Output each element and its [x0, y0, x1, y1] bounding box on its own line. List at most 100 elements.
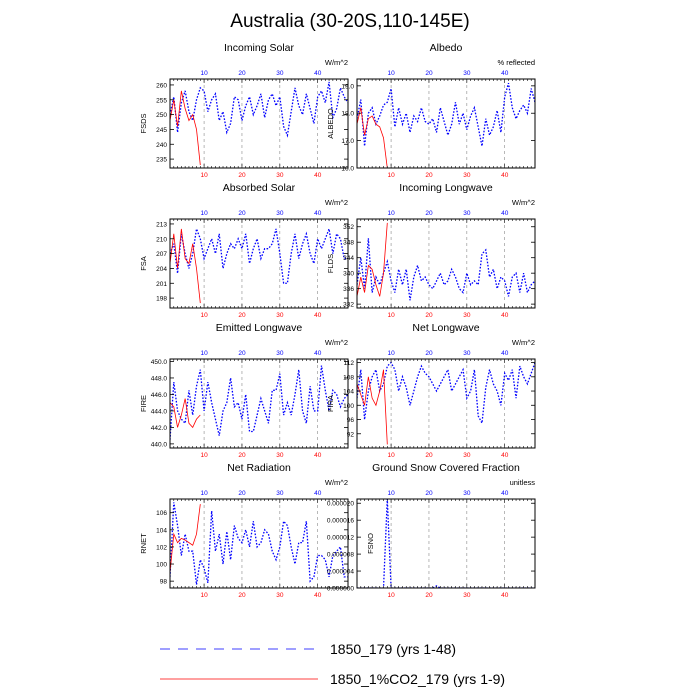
x-tick-label-bottom: 10 — [387, 172, 395, 179]
y-tick-label: 245 — [156, 127, 167, 134]
units-label: % reflected — [497, 58, 535, 67]
x-tick-label-bottom: 30 — [463, 452, 471, 459]
y-tick-label: 442.0 — [151, 425, 168, 432]
y-tick-label: 102 — [156, 544, 167, 551]
y-tick-label: 348 — [343, 240, 354, 247]
x-tick-label-bottom: 30 — [276, 312, 284, 319]
x-tick-label-top: 20 — [238, 350, 246, 357]
x-tick-label-bottom: 40 — [314, 452, 322, 459]
panel-rnet: Net Radiation W/m^2 98 100 102 104 106 10 10 20 20… — [139, 462, 349, 599]
x-tick-label-bottom: 10 — [200, 172, 208, 179]
y-tick-label: 336 — [343, 286, 354, 293]
x-tick-label-top: 40 — [501, 350, 509, 357]
units-label: W/m^2 — [325, 58, 348, 67]
units-label: W/m^2 — [512, 338, 535, 347]
x-tick-label-top: 30 — [276, 490, 284, 497]
x-tick-label-top: 30 — [463, 350, 471, 357]
y-tick-label: 100 — [343, 403, 354, 410]
y-axis-label: FLDS — [326, 254, 335, 273]
y-tick-label: 210 — [156, 236, 167, 243]
y-axis-label: ALBEDO — [326, 108, 335, 139]
series-co2-line — [357, 107, 388, 168]
x-tick-label-top: 10 — [200, 210, 208, 217]
series-co2-line — [170, 228, 201, 304]
series-control-line — [170, 502, 348, 585]
series-co2-line — [170, 90, 201, 166]
panel-title: Incoming Longwave — [399, 182, 493, 194]
x-tick-label-bottom: 10 — [200, 452, 208, 459]
series-control-line — [357, 499, 535, 588]
panel-title: Incoming Solar — [224, 42, 295, 54]
series-control-line — [170, 226, 348, 284]
y-tick-label: 235 — [156, 157, 167, 164]
y-axis-label: FSA — [139, 256, 148, 271]
panel-fsds: Incoming Solar W/m^2 235 240 245 250 255 260 10 1… — [139, 42, 349, 179]
y-tick-label: 240 — [156, 142, 167, 149]
x-tick-label-bottom: 10 — [200, 592, 208, 599]
y-tick-label: 255 — [156, 97, 167, 104]
x-tick-label-bottom: 30 — [463, 592, 471, 599]
x-tick-label-bottom: 40 — [314, 312, 322, 319]
panel-fsno: Ground Snow Covered Fraction unitless 0.00… — [327, 462, 536, 599]
panel-fsa: Absorbed Solar W/m^2 198 201 204 207 210 213 10 1… — [139, 182, 349, 319]
x-tick-label-top: 20 — [425, 350, 433, 357]
panel-albedo: Albedo % reflected 16.0 17.0 18.0 19.0 10 10 20 2… — [326, 42, 536, 179]
y-tick-label: 344 — [343, 255, 354, 262]
panel-title: Net Longwave — [412, 322, 479, 334]
y-tick-label: 332 — [343, 302, 354, 309]
y-tick-label: 92 — [347, 431, 355, 438]
series-co2-line — [170, 504, 201, 573]
x-tick-label-bottom: 30 — [463, 172, 471, 179]
x-tick-label-top: 40 — [314, 350, 322, 357]
series-co2-line — [357, 222, 388, 297]
x-tick-label-top: 10 — [200, 350, 208, 357]
plot-frame — [169, 498, 349, 589]
series-control-line — [357, 82, 535, 147]
panel-title: Albedo — [430, 42, 463, 54]
panel-fira: Net Longwave W/m^2 92 96 100 104 108 112 10 10 20 2… — [326, 322, 536, 459]
y-axis-label: FIRA — [326, 395, 335, 412]
figure-title: Australia (30-20S,110-145E) — [230, 11, 469, 32]
x-tick-label-top: 30 — [276, 70, 284, 77]
units-label: W/m^2 — [325, 198, 348, 207]
x-tick-label-top: 20 — [425, 70, 433, 77]
y-tick-label: 0.000000 — [327, 586, 354, 593]
series-control-line — [170, 81, 348, 138]
plot-frame — [356, 498, 536, 589]
x-tick-label-bottom: 20 — [238, 592, 246, 599]
x-tick-label-bottom: 20 — [425, 452, 433, 459]
y-tick-label: 207 — [156, 251, 167, 258]
series-control-line — [170, 365, 348, 440]
y-tick-label: 0.000016 — [327, 518, 354, 525]
units-label: W/m^2 — [325, 338, 348, 347]
units-label: W/m^2 — [325, 478, 348, 487]
x-tick-label-bottom: 30 — [276, 172, 284, 179]
plot-frame — [356, 78, 536, 169]
y-tick-label: 0.000004 — [327, 569, 354, 576]
y-tick-label: 440.0 — [151, 441, 168, 448]
x-tick-label-top: 30 — [463, 210, 471, 217]
plot-frame — [169, 358, 349, 449]
x-tick-label-top: 30 — [276, 210, 284, 217]
x-tick-label-bottom: 20 — [425, 592, 433, 599]
y-tick-label: 104 — [343, 389, 354, 396]
x-tick-label-top: 40 — [314, 210, 322, 217]
panel-fire: Emitted Longwave W/m^2 440.0 442.0 444.0 446.… — [139, 322, 349, 459]
y-tick-label: 16.0 — [341, 166, 354, 173]
x-tick-label-top: 40 — [501, 210, 509, 217]
x-tick-label-top: 30 — [463, 70, 471, 77]
x-tick-label-bottom: 20 — [238, 452, 246, 459]
y-tick-label: 0.000020 — [327, 501, 354, 508]
x-tick-label-top: 10 — [387, 210, 395, 217]
units-label: W/m^2 — [512, 198, 535, 207]
panel-title: Emitted Longwave — [216, 322, 303, 334]
x-tick-label-bottom: 40 — [501, 312, 509, 319]
y-tick-label: 198 — [156, 296, 167, 303]
x-tick-label-top: 10 — [387, 70, 395, 77]
x-tick-label-bottom: 20 — [238, 312, 246, 319]
x-tick-label-bottom: 40 — [501, 592, 509, 599]
plot-frame — [169, 218, 349, 309]
x-tick-label-top: 40 — [314, 490, 322, 497]
x-tick-label-bottom: 30 — [463, 312, 471, 319]
